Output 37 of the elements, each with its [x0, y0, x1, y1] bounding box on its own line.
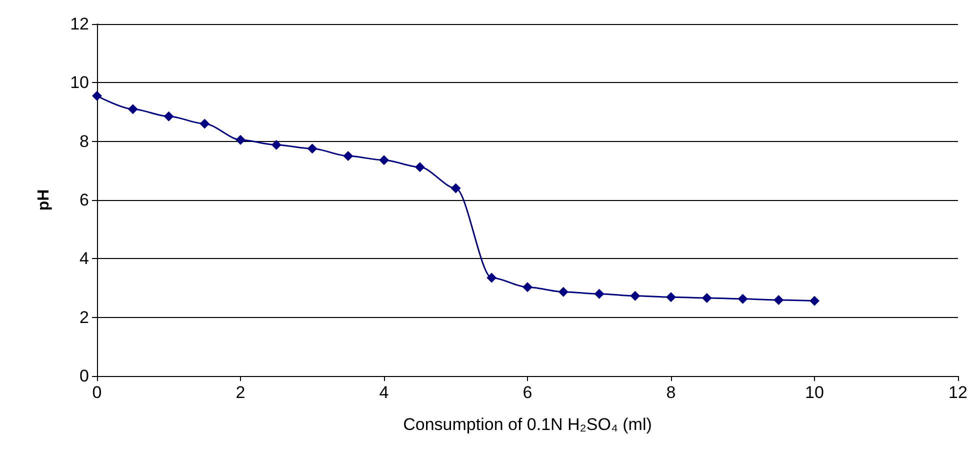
point [450, 183, 461, 194]
point [558, 286, 568, 297]
y-axis-title: pH [36, 189, 52, 211]
point [379, 155, 389, 166]
point [810, 296, 820, 306]
point [236, 134, 246, 145]
point [522, 282, 532, 292]
point [414, 162, 425, 172]
y-tick-label: 10 [70, 73, 89, 92]
point [164, 111, 174, 122]
x-tick-label: 2 [236, 383, 246, 402]
point [128, 104, 138, 114]
y-tick-label: 6 [80, 190, 89, 210]
x-axis-title: Consumption of 0.1N H₂SO₄ (ml) [403, 415, 652, 434]
point [738, 294, 748, 304]
point [630, 290, 640, 301]
point [271, 140, 282, 150]
y-tick-label: 8 [80, 132, 89, 151]
x-tick-label: 4 [379, 383, 389, 402]
x-tick-label: 12 [948, 383, 968, 402]
point [486, 272, 497, 283]
x-tick-label: 0 [92, 383, 102, 402]
point [307, 144, 318, 154]
point [594, 288, 604, 299]
x-tick-label: 8 [666, 383, 676, 402]
point [702, 292, 712, 303]
point [774, 295, 784, 306]
point [343, 151, 354, 161]
y-tick-label: 4 [80, 249, 89, 268]
y-tick-label: 0 [80, 366, 89, 386]
x-tick-label: 10 [805, 383, 824, 402]
x-tick-label: 6 [522, 383, 532, 402]
point [92, 90, 102, 101]
y-tick-label: 2 [80, 308, 89, 327]
y-tick-label: 12 [70, 14, 89, 34]
point [200, 118, 210, 129]
point [666, 292, 676, 302]
